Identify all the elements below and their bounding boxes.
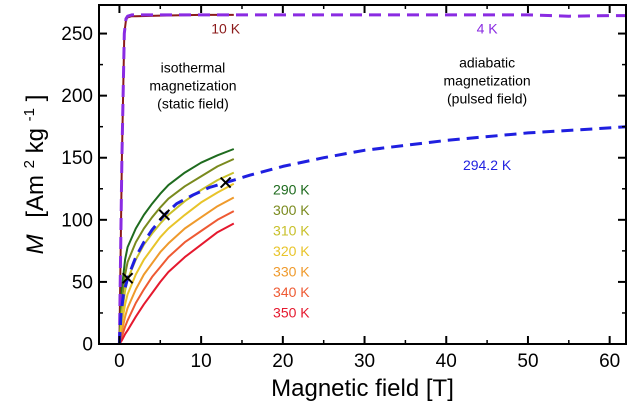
annotation-290-k: 290 K [273,181,310,197]
annotation-line: 330 K [273,263,310,279]
annotation-line: 10 K [211,21,240,37]
annotation-294-2-k: 294.2 K [463,157,512,173]
annotation-300-k: 300 K [273,202,310,218]
annotation-350-k: 350 K [273,304,310,320]
x-tick-label: 50 [517,351,538,372]
series-line-320-k [118,182,235,344]
series-line-290-k [118,148,235,344]
series-line-310-k [118,171,235,344]
y-tick-label: 50 [72,272,93,293]
y-tick-label: 200 [61,86,93,107]
annotation-10-k: 10 K [211,21,240,37]
annotation-340-k: 340 K [273,284,310,300]
y-axis-unit-open: [Am [22,175,49,218]
marker-x-3 [219,176,232,189]
annotation-line: 290 K [273,181,310,197]
annotation-line: (static field) [157,96,229,112]
x-tick-label: 10 [191,351,212,372]
y-tick-label: 250 [61,24,93,45]
series-line-340-k [118,210,235,344]
annotation-line: 4 K [477,21,499,37]
annotation-line: adiabatic [459,55,515,71]
annotation-isothermal-magnetization-static-field: isothermal magnetization (static field) [149,60,236,112]
y-tick-label: 0 [82,335,93,356]
series-line-350-k [118,222,235,344]
series-line-4-k [117,13,626,344]
annotation-line: 350 K [273,304,310,320]
x-tick-label: 40 [436,351,457,372]
annotation-line: 340 K [273,284,310,300]
annotation-line: 320 K [273,243,310,259]
annotation-320-k: 320 K [273,243,310,259]
y-axis-unit-mid: kg [22,128,49,153]
x-tick-label: 60 [599,351,620,372]
axis-ticks: 0 10 20 30 40 50 60 0 50 100 150 200 250 [61,5,626,372]
y-axis-title: M [Am 2 kg -1 ] [13,95,49,255]
x-tick-label: 20 [272,351,293,372]
series-line-330-k [118,196,235,344]
y-axis-unit-close: ] [22,95,49,102]
y-tick-label: 100 [61,210,93,231]
plot-area [117,13,626,344]
y-tick-label: 150 [61,148,93,169]
annotation-line: 310 K [273,222,310,238]
annotation-line: (pulsed field) [447,91,527,107]
annotation-4-k: 4 K [477,21,499,37]
series-line-294-2-k [117,125,626,344]
annotation-line: 300 K [273,202,310,218]
annotation-line: 294.2 K [463,157,512,173]
x-tick-label: 0 [114,351,125,372]
annotation-line: isothermal [161,60,226,76]
annotation-330-k: 330 K [273,263,310,279]
annotation-310-k: 310 K [273,222,310,238]
marker-x-1 [121,272,134,284]
y-axis-unit-sup1: 2 [21,160,38,168]
annotation-adiabatic-magnetization-pulsed-field: adiabatic magnetization (pulsed field) [444,55,531,107]
marker-x-2 [158,209,171,221]
x-tick-label: 30 [354,351,375,372]
y-axis-unit-sup2: -1 [21,108,38,121]
annotation-line: magnetization [444,73,531,89]
annotation-line: magnetization [149,78,236,94]
plot-frame [98,4,627,345]
x-axis-title: Magnetic field [T] [271,375,454,402]
y-axis-symbol: M [22,234,49,254]
